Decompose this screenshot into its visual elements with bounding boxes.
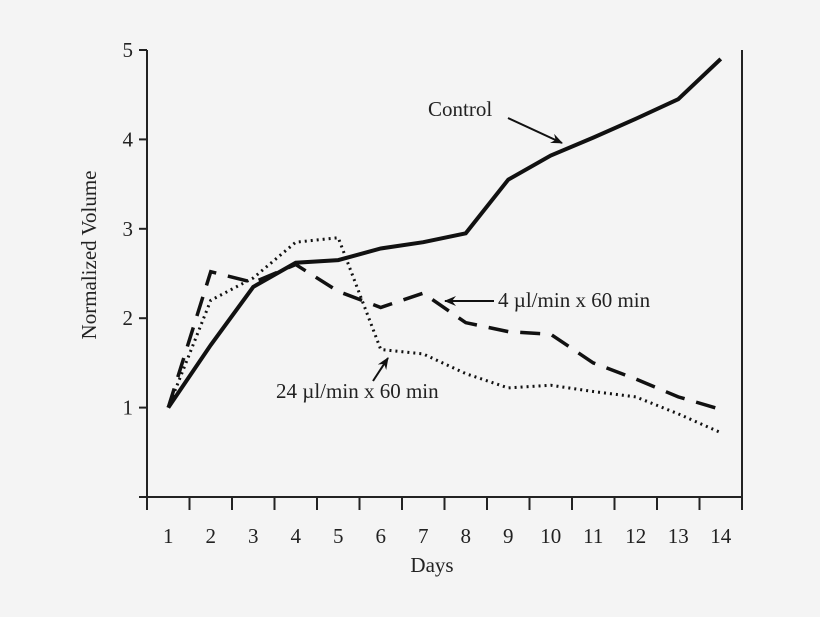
y-tick-label: 4	[123, 127, 134, 151]
x-tick-label: 14	[710, 524, 732, 548]
x-tick-label: 10	[540, 524, 561, 548]
x-tick-label: 6	[376, 524, 387, 548]
annotation-4ul: 4 µl/min x 60 min	[498, 288, 651, 312]
annotation-control: Control	[428, 97, 492, 121]
y-tick-label: 2	[123, 306, 134, 330]
x-axis-label: Days	[410, 553, 453, 577]
series-line-dashed	[166, 262, 722, 412]
x-tick-label: 3	[248, 524, 259, 548]
series-line-solid	[166, 57, 723, 409]
series-lines	[166, 57, 723, 435]
x-tick-label: 7	[418, 524, 429, 548]
x-tick-label: 4	[291, 524, 302, 548]
y-tick-label: 3	[123, 217, 134, 241]
x-tick-label: 8	[461, 524, 472, 548]
x-tick-label: 2	[206, 524, 217, 548]
y-axis-label: Normalized Volume	[77, 171, 101, 340]
x-tick-label: 13	[668, 524, 689, 548]
x-tick-label: 5	[333, 524, 344, 548]
y-tick-label: 1	[123, 396, 134, 420]
x-tick-label: 11	[583, 524, 603, 548]
y-tick-label: 5	[123, 38, 134, 62]
x-tick-label: 9	[503, 524, 514, 548]
x-tick-label: 1	[163, 524, 174, 548]
x-tick-label: 12	[625, 524, 646, 548]
series-line-dotted	[166, 236, 722, 435]
arrow-24ul	[372, 357, 389, 382]
annotation-24ul: 24 µl/min x 60 min	[276, 379, 439, 403]
arrow-control	[507, 117, 563, 144]
